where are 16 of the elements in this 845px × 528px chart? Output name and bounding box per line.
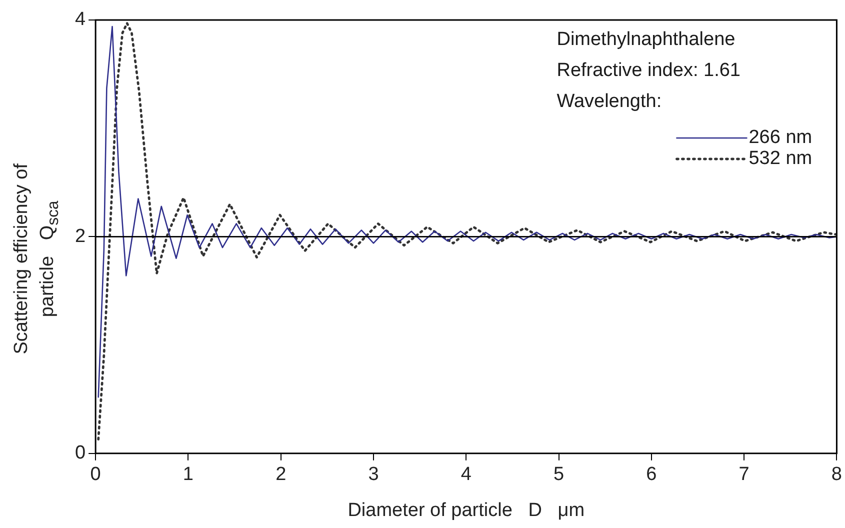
- x-tick-label: 4: [460, 464, 472, 486]
- x-tick-label: 6: [646, 464, 657, 486]
- x-tick-label: 1: [182, 464, 194, 486]
- x-axis-title: Diameter of particle D μm: [348, 500, 585, 521]
- legend-label: 266 nm: [748, 127, 812, 148]
- legend-title: Dimethylnaphthalene Refractive index: 1.61 Wavelength:: [556, 29, 740, 112]
- y-tick-label: 0: [74, 442, 86, 464]
- x-tick-label: 7: [738, 464, 750, 486]
- x-tick-label: 5: [553, 464, 564, 486]
- x-tick-label: 0: [90, 464, 101, 486]
- legend-label: 532 nm: [748, 148, 812, 170]
- x-tick-label: 3: [368, 464, 379, 486]
- y-tick-label: 4: [74, 9, 86, 30]
- x-tick-label: 2: [276, 464, 286, 486]
- x-tick-label: 8: [831, 464, 842, 486]
- y-tick-label: 2: [74, 226, 86, 247]
